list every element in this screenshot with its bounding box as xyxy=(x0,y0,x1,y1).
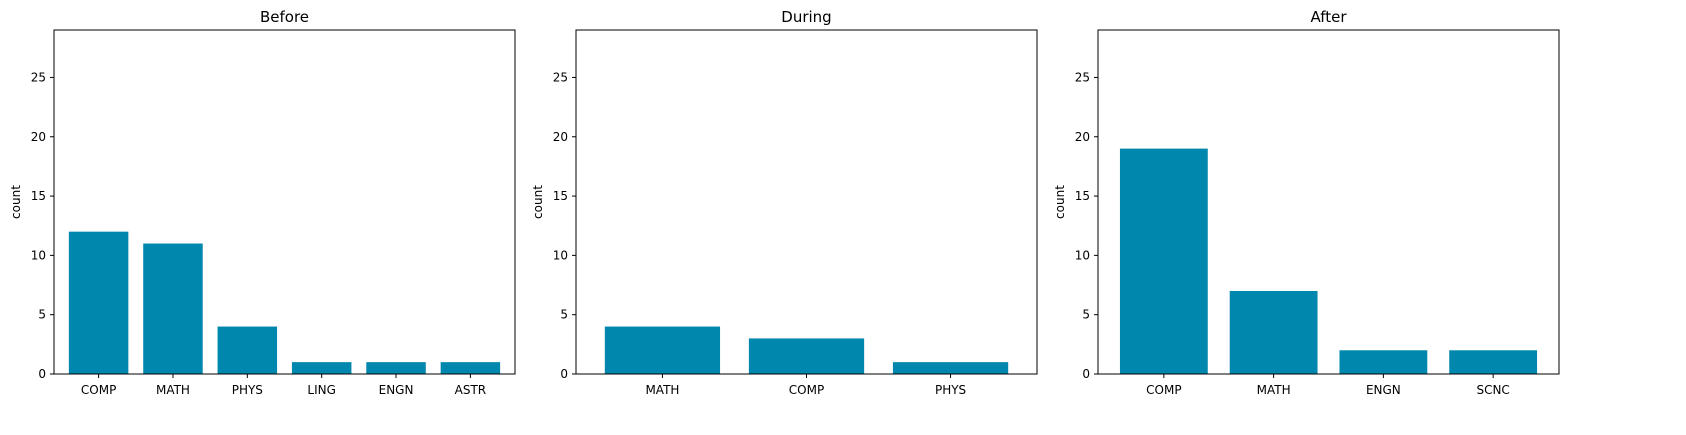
bar-math xyxy=(1229,290,1318,374)
y-tick-label: 0 xyxy=(560,367,568,381)
y-tick-label: 10 xyxy=(1075,248,1090,262)
chart-panel-after: COMP MATH ENGN SCNC 0 5 10 15 20 25 After count xyxy=(1053,8,1560,397)
panel-title: During xyxy=(781,8,831,26)
y-tick-label: 5 xyxy=(560,308,568,322)
x-tick-label: MATH xyxy=(1257,383,1291,397)
y-tick-label: 20 xyxy=(553,130,568,144)
x-tick-label: ENGN xyxy=(1366,383,1401,397)
x-tick-label: ASTR xyxy=(455,383,487,397)
bar-comp xyxy=(748,338,865,374)
bar-scnc xyxy=(1449,350,1538,374)
y-axis-label: count xyxy=(1053,185,1067,219)
x-tick-label: LING xyxy=(307,383,336,397)
panel-title: After xyxy=(1310,8,1347,26)
bar-phys xyxy=(892,362,1009,374)
y-tick-label: 0 xyxy=(38,367,46,381)
y-axis-label: count xyxy=(531,185,545,219)
y-tick-label: 0 xyxy=(1082,367,1090,381)
chart-panel-during: MATH COMP PHYS 0 5 10 15 20 25 During count xyxy=(531,8,1038,397)
bar-astr xyxy=(440,362,501,374)
y-tick-label: 25 xyxy=(553,70,568,84)
axes-frame xyxy=(53,29,516,375)
y-axis-label: count xyxy=(9,185,23,219)
bar-math xyxy=(143,243,203,374)
bar-engn xyxy=(366,362,426,374)
bar-comp xyxy=(68,231,129,374)
axes-frame xyxy=(575,29,1038,375)
x-tick-label: COMP xyxy=(81,383,116,397)
y-tick-label: 10 xyxy=(31,248,46,262)
y-tick-label: 15 xyxy=(553,189,568,203)
bar-ling xyxy=(291,362,352,374)
chart-panel-before: COMP MATH PHYS LING ENGN ASTR 0 5 10 15 20 25 Before… xyxy=(9,8,516,397)
axes-frame xyxy=(1097,29,1560,375)
y-tick-label: 25 xyxy=(1075,70,1090,84)
bar-comp xyxy=(1119,148,1208,374)
y-tick-label: 25 xyxy=(31,70,46,84)
x-tick-label: MATH xyxy=(645,383,679,397)
y-tick-label: 5 xyxy=(1082,308,1090,322)
y-tick-label: 20 xyxy=(31,130,46,144)
y-tick-label: 15 xyxy=(1075,189,1090,203)
y-tick-label: 20 xyxy=(1075,130,1090,144)
y-tick-label: 15 xyxy=(31,189,46,203)
x-tick-label: COMP xyxy=(789,383,824,397)
bar-phys xyxy=(217,326,278,374)
bar-engn xyxy=(1339,350,1428,374)
x-tick-label: ENGN xyxy=(379,383,414,397)
panel-title: Before xyxy=(260,8,309,26)
x-tick-label: SCNC xyxy=(1476,383,1509,397)
x-tick-label: COMP xyxy=(1146,383,1181,397)
x-tick-label: PHYS xyxy=(935,383,966,397)
y-tick-label: 10 xyxy=(553,248,568,262)
bar-math xyxy=(604,326,721,374)
y-tick-label: 5 xyxy=(38,308,46,322)
x-tick-label: PHYS xyxy=(232,383,263,397)
x-tick-label: MATH xyxy=(156,383,190,397)
